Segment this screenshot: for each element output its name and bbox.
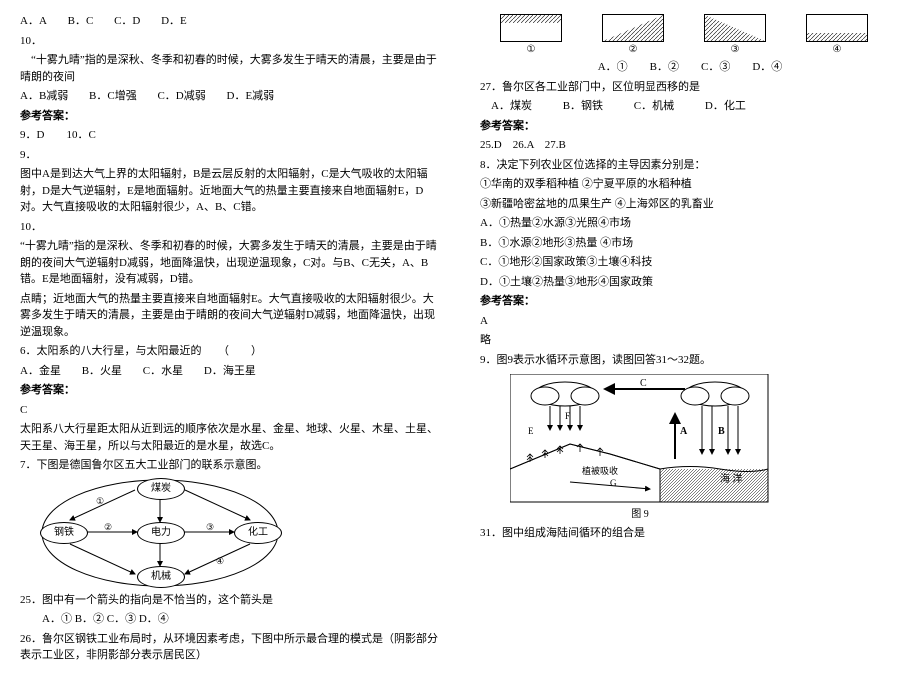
exp10-text: “十雾九晴”指的是深秋、冬季和初春的时候，大雾多发生于晴天的清晨，主要是由于晴朗… [20,238,440,288]
ruhr-diagram: 煤炭 钢铁 电力 化工 机械 ① ② ③ ④ [40,478,280,588]
q8-brief: 略 [480,332,900,349]
answer-heading: 参考答案： [20,382,440,399]
left-column: A．A B．C C．D D．E 10． “十雾九晴”指的是深秋、冬季和初春的时候… [20,10,440,667]
ruhr-node-chem: 化工 [234,522,282,544]
opt-d: D．化工 [705,100,746,112]
opt-b: B．火星 [82,365,122,377]
q6-stem: 6．太阳系的八大行星，与太阳最近的 （ ） [20,343,440,360]
plabel-3: ③ [704,44,766,55]
q8-line2: ③新疆哈密盆地的瓜果生产 ④上海郊区的乳畜业 [480,196,900,213]
q25-options: A．① B．② C．③ D．④ [20,611,440,628]
q27-options: A．煤炭 B．钢铁 C．机械 D．化工 [480,98,900,115]
pattern-row [500,14,900,42]
answer-heading: 参考答案： [20,108,440,125]
ruhr-label-4: ④ [216,556,224,567]
label-sea: 海 洋 [720,472,743,485]
figure-caption: 图 9 [510,507,770,522]
opt-d: D．E减弱 [227,90,275,102]
q27-stem: 27．鲁尔区各工业部门中，区位明显西移的是 [480,79,900,96]
opt-a: A．B减弱 [20,90,68,102]
label-a: A [680,426,688,437]
q26-options: A．① B．② C．③ D．④ [480,59,900,76]
opt-a: A．A [20,15,47,27]
water-cycle-figure: C A B F E G 植被吸收 海 洋 [510,374,770,504]
q9-stem: 9．图9表示水循环示意图，读图回答31～32题。 [480,352,900,369]
q8-line1: ①华南的双季稻种植 ②宁夏平原的水稻种植 [480,176,900,193]
opt-d: D．E [161,15,187,27]
opt-a: A．金星 [20,365,61,377]
plabel-2: ② [602,44,664,55]
pattern-box-2 [602,14,664,42]
exp9-num: 9． [20,147,440,164]
ruhr-node-coal: 煤炭 [137,478,185,500]
label-f: F [565,411,570,421]
opt-c: C．D [114,15,140,27]
q26-stem: 26．鲁尔区钢铁工业布局时，从环境因素考虑，下图中所示最合理的模式是（阴影部分表… [20,631,440,664]
plabel-4: ④ [806,44,868,55]
answer-heading: 参考答案： [480,293,900,310]
opt-d: D．海王星 [204,365,256,377]
ans-910: 9．D 10．C [20,127,440,144]
q10-stem: “十雾九晴”指的是深秋、冬季和初春的时候，大雾多发生于晴天的清晨，主要是由于晴朗… [20,52,440,85]
label-e: E [528,426,534,436]
answer-heading: 参考答案： [480,118,900,135]
ruhr-label-2: ② [104,522,112,533]
ans-252627: 25.D 26.A 27.B [480,137,900,154]
q6-explain: 太阳系八大行星距太阳从近到远的顺序依次是水星、金星、地球、火星、木星、土星、天王… [20,421,440,454]
water-cycle-svg: C A B F E G 植被吸收 海 洋 [510,374,770,504]
label-c: C [640,378,647,389]
q8-opt-d: D．①土壤②热量③地形④国家政策 [480,274,900,291]
label-land: 植被吸收 [582,465,618,476]
opt-b: B．钢铁 [563,100,603,112]
ruhr-node-steel: 钢铁 [40,522,88,544]
q25-stem: 25．图中有一个箭头的指向是不恰当的，这个箭头是 [20,592,440,609]
q8-opt-b: B．①水源②地形③热量 ④市场 [480,235,900,252]
label-b: B [718,426,725,437]
q8-answer: A [480,313,900,330]
q8-opt-a: A．①热量②水源③光照④市场 [480,215,900,232]
opt-c: C．机械 [634,100,674,112]
opt-c: C．D减弱 [157,90,205,102]
ruhr-label-1: ① [96,496,104,507]
ruhr-label-3: ③ [206,522,214,533]
q6-answer: C [20,402,440,419]
exp9-text: 图中A是到达大气上界的太阳辐射，B是云层反射的太阳辐射，C是大气吸收的太阳辐射，… [20,166,440,216]
label-g: G [610,478,617,488]
q8-opt-c: C．①地形②国家政策③土壤④科技 [480,254,900,271]
ruhr-node-power: 电力 [137,522,185,544]
opt-c: C．水星 [143,365,183,377]
ruhr-node-mach: 机械 [137,566,185,588]
tip-text: 点睛；近地面大气的热量主要直接来自地面辐射E。大气直接吸收的太阳辐射很少。大雾多… [20,291,440,341]
q10-options: A．B减弱 B．C增强 C．D减弱 D．E减弱 [20,88,440,105]
pattern-labels: ① ② ③ ④ [500,44,900,55]
opt-b: B．C增强 [89,90,137,102]
opt-a: A．煤炭 [491,100,532,112]
q7-stem: 7．下图是德国鲁尔区五大工业部门的联系示意图。 [20,457,440,474]
exp10-num: 10． [20,219,440,236]
pattern-box-1 [500,14,562,42]
right-column: ① ② ③ ④ A．① B．② C．③ D．④ 27．鲁尔区各工业部门中，区位明… [480,10,900,667]
plabel-1: ① [500,44,562,55]
q10-num: 10． [20,33,440,50]
q31-stem: 31．图中组成海陆间循环的组合是 [480,525,900,542]
pattern-box-4 [806,14,868,42]
q8-stem: 8．决定下列农业区位选择的主导因素分别是： [480,157,900,174]
pattern-box-3 [704,14,766,42]
opt-b: B．C [68,15,94,27]
q-options-line: A．A B．C C．D D．E [20,13,440,30]
q6-options: A．金星 B．火星 C．水星 D．海王星 [20,363,440,380]
